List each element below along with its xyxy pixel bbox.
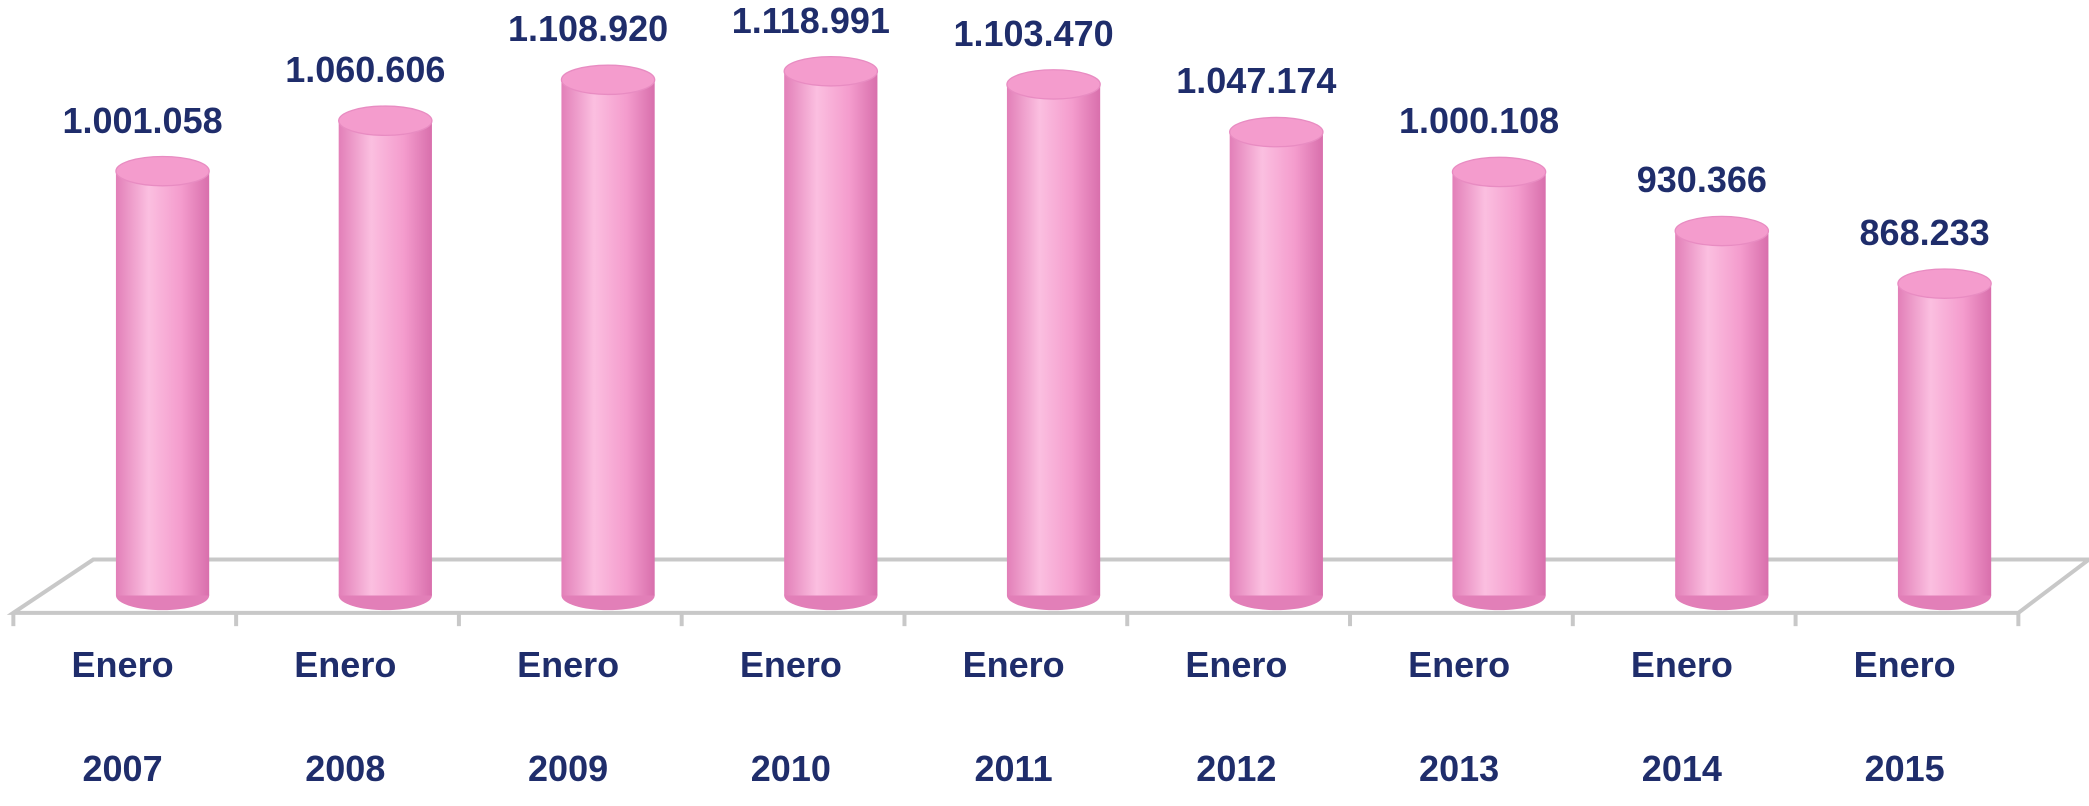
x-tick-label: Enero 2013: [1408, 643, 1511, 789]
x-tick-label: Enero 2010: [739, 643, 842, 789]
x-tick-label: Enero 2014: [1630, 643, 1733, 789]
bar: [1675, 231, 1769, 596]
value-label: 1.108.920: [507, 8, 669, 50]
bar-top: [115, 155, 210, 187]
value-label: 1.060.606: [285, 49, 446, 91]
value-label: 868.233: [1859, 212, 1990, 254]
value-label: 930.366: [1636, 159, 1767, 201]
x-tick-label: Enero 2007: [71, 643, 174, 789]
bar: [338, 120, 432, 596]
value-label: 1.001.058: [62, 99, 223, 141]
bar-top: [783, 55, 879, 87]
bar-top: [1897, 268, 1992, 299]
value-label: 1.103.470: [953, 12, 1114, 54]
bar: [784, 71, 878, 596]
bar: [1229, 132, 1323, 596]
bar: [1897, 283, 1992, 596]
bar-top: [1674, 215, 1770, 247]
bar-top: [338, 105, 433, 137]
x-tick-label: Enero 2012: [1185, 643, 1288, 789]
bar-top: [1006, 69, 1101, 100]
x-tick-label: Enero 2009: [517, 643, 620, 789]
bar: [1006, 84, 1101, 596]
value-label: 1.118.991: [731, 0, 890, 41]
bar: [561, 79, 655, 596]
bar-top: [560, 64, 656, 96]
x-tick-label: Enero 2008: [294, 643, 397, 789]
bar: [1452, 171, 1546, 596]
bar-top: [1451, 156, 1547, 188]
x-tick-label: Enero 2011: [962, 643, 1065, 789]
bar-top: [1229, 116, 1324, 148]
x-tick-label: Enero 2015: [1853, 643, 1956, 789]
value-label: 1.047.174: [1176, 60, 1337, 102]
value-label: 1.000.108: [1399, 100, 1560, 142]
bar: [115, 171, 210, 596]
